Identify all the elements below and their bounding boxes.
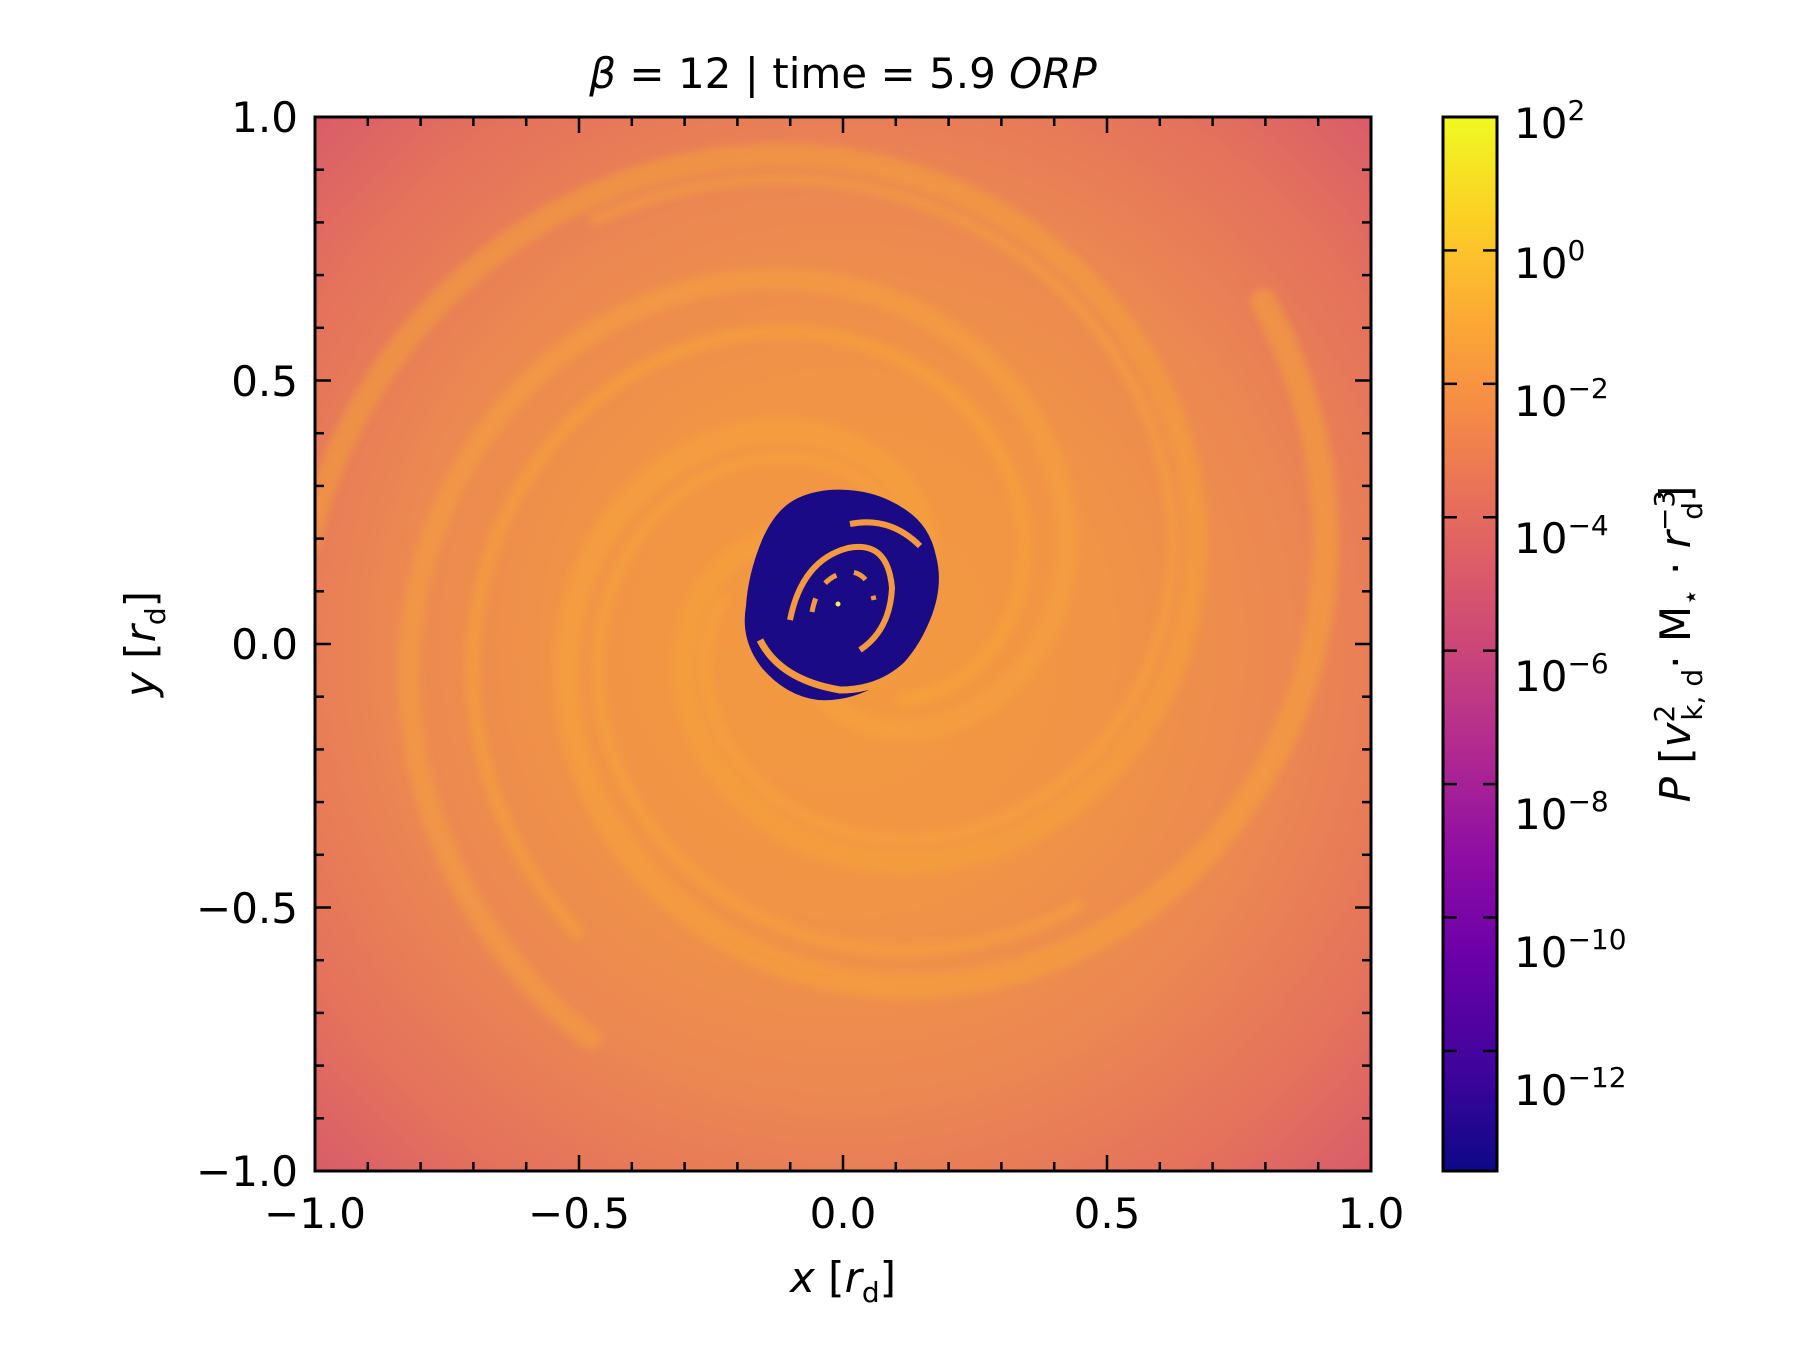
colorbar-tick-label: 10−10 [1514,923,1627,977]
central-star [835,601,841,607]
inner-cavity [744,489,939,701]
x-tick-label: −0.5 [528,1189,630,1238]
spiral-arm [398,267,1078,1050]
y-tick-label: 0.0 [231,620,298,669]
colorbar-tick-label: 10−6 [1514,647,1609,701]
spiral-arm [315,143,1208,875]
colorbar-tick-label: 10−4 [1514,509,1609,563]
heatmap [315,117,1371,1171]
x-tick-label: 0.0 [810,1189,877,1238]
colorbar-tick-label: 100 [1514,234,1585,288]
spiral-arm [591,451,1085,957]
cavity-outer-arc [756,638,923,694]
x-tick-label: −1.0 [264,1189,366,1238]
spiral-arm [553,288,1339,1000]
y-tick-label: 0.5 [231,357,298,406]
x-axis-label: x [rd] [788,1253,896,1309]
colorbar-frame [1441,115,1499,1173]
colorbar-tick-labels: 102 100 10−2 10−4 10−6 10−8 10−10 10−12 [1514,94,1627,1115]
x-tick-label: 1.0 [1338,1189,1405,1238]
cavity-region [744,489,939,701]
y-axis-label: y [rd] [116,591,172,699]
cavity-ring-arc [787,543,896,653]
x-tick-label: 0.5 [1074,1189,1141,1238]
colorbar-tick-label: 10−2 [1514,372,1609,426]
y-tick-labels: −1.0 −0.5 0.0 0.5 1.0 [196,93,298,1196]
colorbar-tick-label: 102 [1514,94,1585,148]
spiral-arms [315,143,1339,1050]
colorbar-tick-label: 10−12 [1514,1061,1627,1115]
colorbar-label: P [v2k, d· M⋆ · r−3d] [1648,486,1709,803]
y-axis-ticks [315,115,1371,1173]
chart-title: β = 12 | time = 5.9 ORP [588,49,1097,98]
cavity-upper-arc [849,519,923,549]
colorbar-ticks [1443,115,1497,1053]
colorbar: 102 100 10−2 10−4 10−6 10−8 10−10 10−12 … [1441,94,1709,1173]
y-tick-label: −0.5 [196,884,298,933]
spiral-arm [588,172,1179,846]
spiral-arm [465,324,1032,940]
colorbar-fill [1443,117,1497,1171]
y-tick-label: −1.0 [196,1147,298,1196]
x-axis-ticks [313,117,1373,1171]
y-tick-label: 1.0 [231,93,298,142]
x-tick-labels: −1.0 −0.5 0.0 0.5 1.0 [264,1189,1404,1238]
colorbar-tick-label: 10−8 [1514,785,1609,839]
